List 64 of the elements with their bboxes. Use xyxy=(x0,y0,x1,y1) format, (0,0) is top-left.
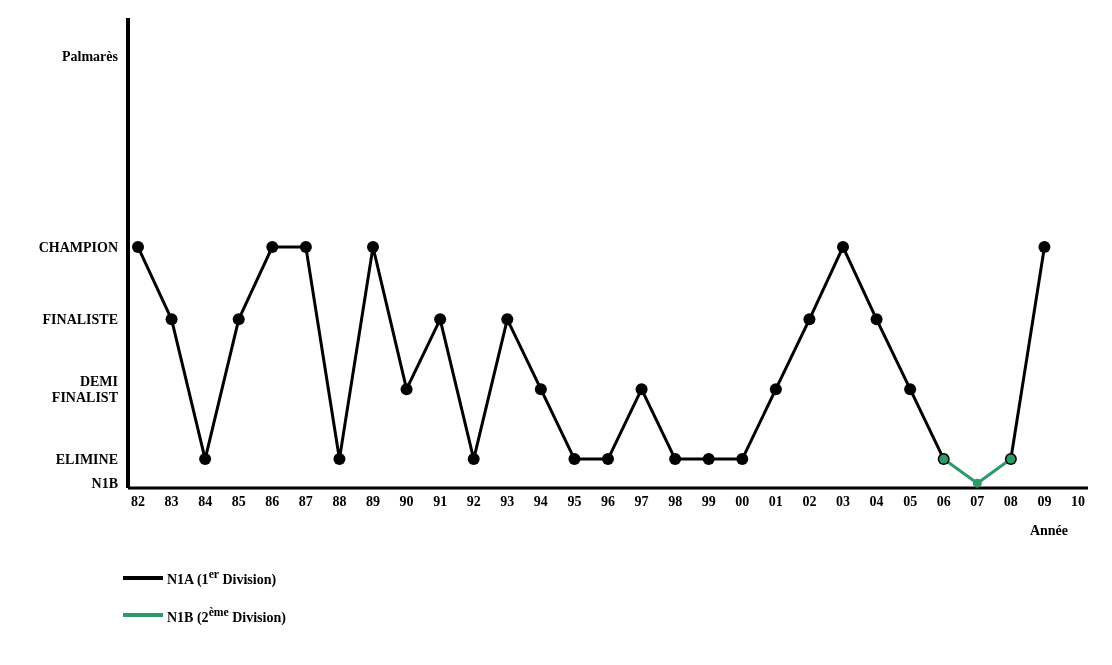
x-tick-label: 91 xyxy=(433,493,448,509)
x-tick-label: 98 xyxy=(668,493,683,509)
x-tick-label: 05 xyxy=(903,493,918,509)
x-tick-label: 94 xyxy=(533,493,548,509)
point xyxy=(333,453,346,466)
x-tick-label: 10 xyxy=(1071,493,1085,509)
point xyxy=(467,453,480,466)
x-tick-label: 07 xyxy=(970,493,985,509)
x-axis-title: Année xyxy=(1029,523,1068,539)
point xyxy=(1038,240,1051,253)
point xyxy=(534,383,547,396)
x-tick-label: 86 xyxy=(265,493,280,509)
point xyxy=(367,240,379,253)
x-tick-label: 01 xyxy=(768,493,783,509)
x-tick-label: 84 xyxy=(198,493,213,509)
x-tick-label: 82 xyxy=(131,493,145,509)
point xyxy=(299,240,312,253)
x-tick-label: 89 xyxy=(366,493,380,509)
x-tick-label: 99 xyxy=(701,493,716,509)
text: FINALISTE xyxy=(42,312,118,328)
x-tick-label: 92 xyxy=(466,493,481,509)
point xyxy=(837,240,849,253)
x-tick-label: 93 xyxy=(500,493,515,509)
point xyxy=(232,313,245,326)
x-tick-label: 09 xyxy=(1037,493,1052,509)
text: N1B xyxy=(91,476,118,492)
x-tick-label: 85 xyxy=(231,493,246,509)
point xyxy=(434,313,447,326)
x-tick-label: 06 xyxy=(936,493,951,509)
point xyxy=(568,453,581,466)
point xyxy=(602,453,614,466)
point xyxy=(904,383,917,396)
point xyxy=(266,240,279,253)
text: DEMI FINALIST xyxy=(51,374,119,406)
point xyxy=(972,478,982,488)
x-tick-label: 96 xyxy=(601,493,615,509)
text: CHAMPION xyxy=(38,239,118,255)
point xyxy=(400,383,413,396)
x-tick-label: 83 xyxy=(164,493,179,509)
x-tick-label: 08 xyxy=(1003,493,1018,509)
point xyxy=(803,313,816,326)
point xyxy=(769,383,782,396)
x-tick-label: 90 xyxy=(399,493,414,509)
text: Palmarès xyxy=(62,49,119,64)
x-tick-label: 04 xyxy=(869,493,884,509)
text: ELIMINE xyxy=(55,452,118,468)
point xyxy=(736,453,749,466)
point xyxy=(669,453,682,466)
x-tick-label: 88 xyxy=(332,493,347,509)
x-tick-label: 95 xyxy=(567,493,582,509)
point xyxy=(501,313,514,326)
point xyxy=(132,240,144,253)
legend-label: N1B (2$^{ème}$ Division) xyxy=(167,605,286,626)
x-tick-label: 97 xyxy=(634,493,649,509)
x-tick-label: 03 xyxy=(836,493,850,509)
point xyxy=(635,383,648,396)
x-tick-label: 02 xyxy=(802,493,817,509)
point xyxy=(199,453,212,466)
legend-label: N1A (1$^{er}$ Division) xyxy=(167,568,277,588)
x-tick-label: 87 xyxy=(298,493,313,509)
point xyxy=(165,313,178,326)
x-tick-label: 00 xyxy=(735,493,750,509)
point xyxy=(870,313,883,326)
point xyxy=(702,453,715,466)
